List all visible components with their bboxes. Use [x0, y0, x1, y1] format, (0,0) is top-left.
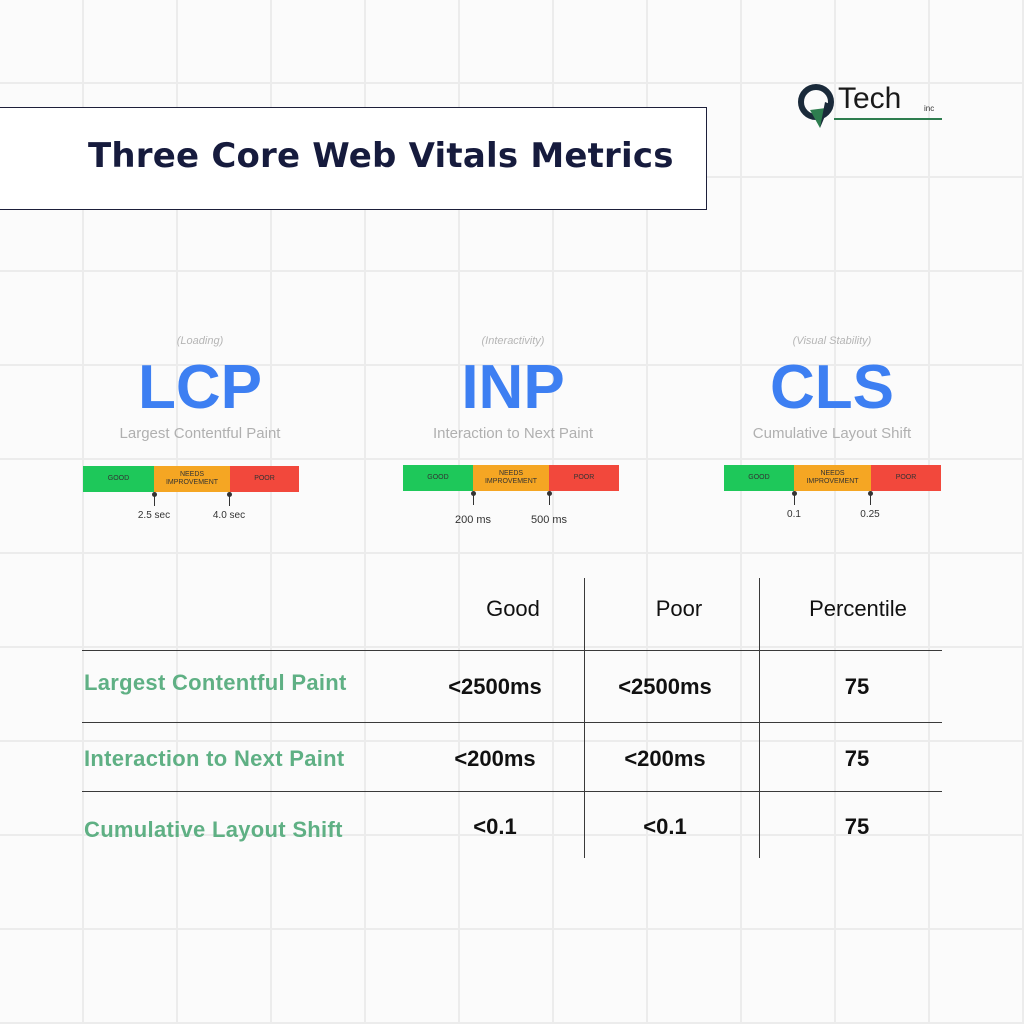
- metrics-table: Good Poor Percentile Largest Contentful …: [82, 578, 942, 858]
- logo-suffix: inc: [924, 104, 935, 113]
- bar-good-segment: GOOD: [403, 465, 473, 491]
- metric-abbr: CLS: [770, 353, 894, 422]
- threshold-tick: [547, 491, 552, 505]
- logo-underline: [834, 118, 942, 120]
- logo-text: Tech: [838, 82, 902, 115]
- table-column-divider: [584, 578, 585, 858]
- bar-poor-segment: POOR: [230, 466, 299, 492]
- threshold-label: 200 ms: [454, 514, 492, 526]
- row-label-lcp: Largest Contentful Paint: [84, 670, 347, 695]
- bar-needs-improvement-segment: NEEDS IMPROVEMENT: [154, 466, 230, 492]
- threshold-label: 0.25: [860, 509, 880, 520]
- threshold-tick: [868, 491, 873, 505]
- bar-needs-improvement-segment: NEEDS IMPROVEMENT: [794, 465, 871, 491]
- cell-good: <200ms: [454, 746, 536, 771]
- metric-category: (Visual Stability): [792, 335, 872, 347]
- q-logo-icon: [798, 84, 834, 128]
- cell-percentile: 75: [844, 674, 870, 699]
- threshold-bar-cls: GOOD NEEDS IMPROVEMENT POOR: [724, 465, 941, 491]
- header-good: Good: [486, 596, 540, 621]
- metric-inp: (Interactivity) INP Interaction to Next …: [383, 335, 643, 442]
- bar-good-segment: GOOD: [83, 466, 154, 492]
- header-poor: Poor: [655, 596, 703, 621]
- bar-good-segment: GOOD: [724, 465, 794, 491]
- table-row-divider: [82, 650, 942, 651]
- threshold-tick: [152, 492, 157, 506]
- page-title: Three Core Web Vitals Metrics: [88, 136, 674, 176]
- table-row-divider: [82, 722, 942, 723]
- threshold-tick: [792, 491, 797, 505]
- cell-poor: <2500ms: [618, 674, 712, 699]
- metric-category: (Interactivity): [481, 335, 545, 347]
- metric-name: Largest Contentful Paint: [119, 425, 281, 442]
- table-column-divider: [759, 578, 760, 858]
- header-percentile: Percentile: [809, 596, 907, 621]
- threshold-bar-lcp: GOOD NEEDS IMPROVEMENT POOR: [83, 466, 299, 492]
- metric-category: (Loading): [176, 335, 224, 347]
- row-label-cls: Cumulative Layout Shift: [84, 817, 343, 842]
- cell-percentile: 75: [844, 814, 870, 839]
- cell-percentile: 75: [844, 746, 870, 771]
- metric-name: Interaction to Next Paint: [432, 425, 594, 442]
- metric-abbr: INP: [461, 353, 565, 422]
- cell-good: <2500ms: [448, 674, 542, 699]
- row-label-inp: Interaction to Next Paint: [84, 746, 345, 771]
- metric-cls: (Visual Stability) CLS Cumulative Layout…: [702, 335, 962, 442]
- threshold-bar-inp: GOOD NEEDS IMPROVEMENT POOR: [403, 465, 619, 491]
- title-box: [0, 107, 707, 210]
- cell-poor: <0.1: [643, 814, 687, 839]
- threshold-tick: [471, 491, 476, 505]
- bar-poor-segment: POOR: [549, 465, 619, 491]
- cell-good: <0.1: [473, 814, 517, 839]
- threshold-label: 500 ms: [530, 514, 568, 526]
- qtech-logo: Tech inc: [796, 80, 946, 132]
- metric-abbr: LCP: [138, 353, 262, 422]
- bar-needs-improvement-segment: NEEDS IMPROVEMENT: [473, 465, 549, 491]
- metric-lcp: (Loading) LCP Largest Contentful Paint: [70, 335, 330, 442]
- bar-poor-segment: POOR: [871, 465, 941, 491]
- threshold-label: 4.0 sec: [212, 510, 246, 521]
- metric-name: Cumulative Layout Shift: [752, 425, 912, 442]
- table-row-divider: [82, 791, 942, 792]
- threshold-label: 2.5 sec: [137, 510, 171, 521]
- threshold-tick: [227, 492, 232, 506]
- threshold-label: 0.1: [787, 509, 801, 520]
- cell-poor: <200ms: [624, 746, 706, 771]
